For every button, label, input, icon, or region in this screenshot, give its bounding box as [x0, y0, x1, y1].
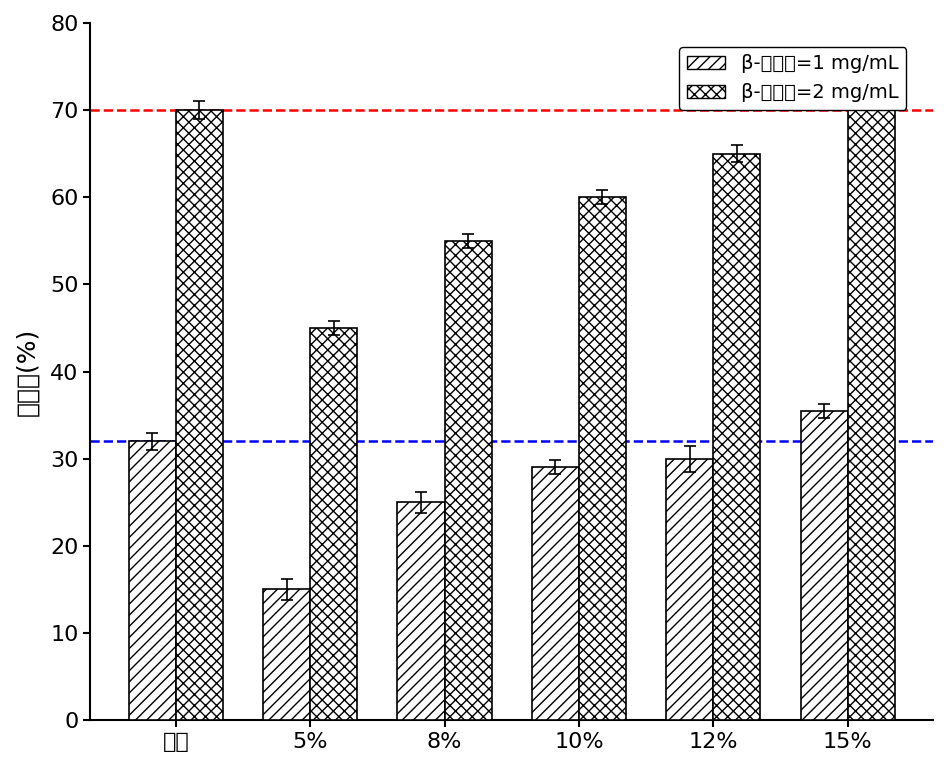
Bar — [310, 328, 357, 720]
Bar — [801, 411, 848, 720]
Bar — [848, 93, 895, 720]
Bar — [713, 153, 760, 720]
Bar — [175, 110, 223, 720]
Legend: β-环糊精=1 mg/mL, β-环糊精=2 mg/mL: β-环糊精=1 mg/mL, β-环糊精=2 mg/mL — [679, 47, 906, 110]
Bar — [445, 241, 492, 720]
Y-axis label: 抑制率(%): 抑制率(%) — [15, 328, 39, 416]
Bar — [532, 467, 579, 720]
Bar — [129, 441, 175, 720]
Bar — [579, 197, 626, 720]
Bar — [666, 459, 713, 720]
Bar — [264, 590, 310, 720]
Bar — [397, 502, 445, 720]
